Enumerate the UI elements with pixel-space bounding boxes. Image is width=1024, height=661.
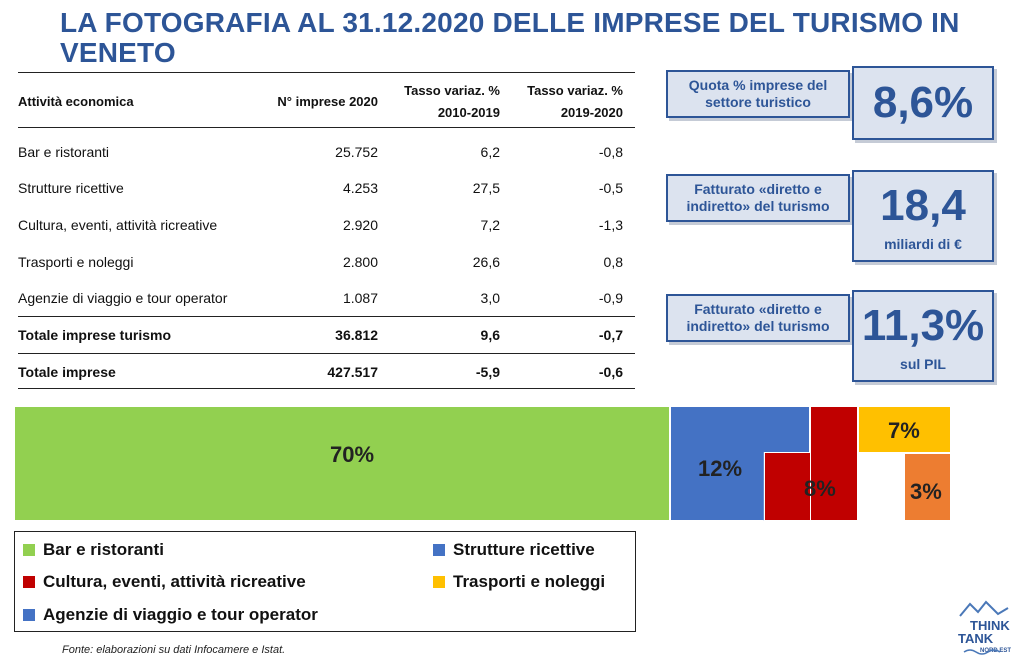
row-name: Bar e ristoranti — [18, 144, 110, 160]
legend-item: Trasporti e noleggi — [433, 572, 605, 592]
row-var1: 27,5 — [472, 180, 500, 196]
total-separator-line — [18, 353, 635, 354]
treemap-label: 8% — [804, 476, 836, 501]
header-var1-line2: 2010-2019 — [437, 105, 500, 120]
kpi-fatturato-label: Fatturato «diretto e indiretto» del turis… — [666, 174, 850, 222]
row-var1: 7,2 — [480, 217, 500, 233]
treemap-cell — [810, 406, 858, 521]
kpi-pil-value: 11,3% — [861, 301, 985, 350]
row-var2: 0,8 — [603, 254, 623, 270]
kpi-pil-value-box: 11,3% sul PIL — [852, 290, 994, 382]
row-count: 25.752 — [335, 144, 378, 160]
row-var2: -0,6 — [598, 364, 623, 380]
legend-swatch — [23, 544, 35, 556]
row-count: 36.812 — [335, 327, 378, 343]
treemap-legend: Bar e ristoranti Strutture ricettive Cul… — [14, 531, 636, 632]
table-top-line — [18, 72, 635, 73]
row-name: Totale imprese turismo — [18, 327, 172, 343]
kpi-pil-label: Fatturato «diretto e indiretto» del turis… — [666, 294, 850, 342]
legend-swatch — [433, 544, 445, 556]
row-count: 2.920 — [342, 217, 378, 233]
legend-swatch — [433, 576, 445, 588]
treemap-label: 12% — [698, 456, 743, 481]
kpi-quota-value-box: 8,6% — [852, 66, 994, 140]
treemap-chart: 70% 12% 8% 7% 3% — [14, 406, 951, 521]
header-imprese: N° imprese 2020 — [277, 94, 378, 109]
kpi-fatturato-value-box: 18,4 miliardi di € — [852, 170, 994, 262]
legend-label: Trasporti e noleggi — [453, 572, 606, 591]
row-var2: -0,7 — [598, 327, 623, 343]
row-var1: 3,0 — [480, 290, 500, 306]
row-var2: -0,9 — [598, 290, 623, 306]
row-name: Totale imprese — [18, 364, 116, 380]
kpi-fatturato-unit: miliardi di € — [884, 236, 962, 252]
kpi-label-line: settore turistico — [705, 94, 811, 110]
legend-item: Cultura, eventi, attività ricreative — [23, 572, 306, 592]
legend-item: Agenzie di viaggio e tour operator — [23, 605, 318, 625]
legend-item: Bar e ristoranti — [23, 540, 164, 560]
legend-label: Strutture ricettive — [453, 540, 595, 559]
kpi-quota-value: 8,6% — [872, 78, 974, 127]
treemap-cell — [904, 453, 951, 521]
row-name: Agenzie di viaggio e tour operator — [18, 290, 228, 306]
kpi-pil-unit: sul PIL — [900, 356, 946, 372]
kpi-label-line: indiretto» del turismo — [686, 318, 830, 334]
row-count: 1.087 — [342, 290, 378, 306]
legend-swatch — [23, 609, 35, 621]
header-var1-line1: Tasso variaz. % — [404, 83, 500, 98]
row-name: Strutture ricettive — [18, 180, 124, 196]
treemap-label: 70% — [330, 442, 375, 467]
kpi-label-line: Fatturato «diretto e — [694, 181, 822, 197]
row-var2: -0,8 — [598, 144, 623, 160]
kpi-label-line: indiretto» del turismo — [686, 198, 830, 214]
header-var2-line1: Tasso variaz. % — [527, 83, 623, 98]
kpi-label-line: Fatturato «diretto e — [694, 301, 822, 317]
imprese-table: Attività economica N° imprese 2020 Tasso… — [18, 72, 635, 392]
logo-text: TANK — [958, 631, 994, 646]
row-count: 4.253 — [342, 180, 378, 196]
header-attivita: Attività economica — [18, 94, 134, 109]
page-title: LA FOTOGRAFIA AL 31.12.2020 DELLE IMPRES… — [60, 7, 960, 68]
row-var2: -1,3 — [598, 217, 623, 233]
row-var1: -5,9 — [475, 364, 500, 380]
kpi-label-line: Quota % imprese del — [688, 77, 828, 93]
treemap-cell — [14, 406, 670, 521]
legend-swatch — [23, 576, 35, 588]
table-header-line — [18, 127, 635, 128]
table-bottom-line — [18, 388, 635, 389]
row-var1: 26,6 — [472, 254, 500, 270]
legend-label: Agenzie di viaggio e tour operator — [43, 605, 318, 624]
row-name: Trasporti e noleggi — [18, 254, 134, 270]
row-count: 2.800 — [342, 254, 378, 270]
treemap-cell — [858, 406, 951, 453]
treemap-label: 7% — [888, 418, 920, 443]
row-var2: -0,5 — [598, 180, 623, 196]
header-var2-line2: 2019-2020 — [560, 105, 623, 120]
row-name: Cultura, eventi, attività ricreative — [18, 217, 218, 233]
logo-text: THINK — [970, 618, 1010, 633]
source-note: Fonte: elaborazioni su dati Infocamere e… — [62, 644, 286, 656]
row-var1: 6,2 — [480, 144, 500, 160]
think-tank-logo: THINK TANK NORD EST — [958, 600, 1011, 655]
kpi-fatturato-value: 18,4 — [880, 181, 966, 230]
legend-item: Strutture ricettive — [433, 540, 595, 560]
kpi-quota-label: Quota % imprese del settore turistico — [666, 70, 850, 118]
row-count: 427.517 — [327, 364, 378, 380]
treemap-label: 3% — [910, 479, 942, 504]
legend-label: Cultura, eventi, attività ricreative — [43, 572, 306, 591]
total-separator-line — [18, 316, 635, 317]
legend-label: Bar e ristoranti — [43, 540, 164, 559]
logo-text: NORD EST — [980, 648, 1011, 654]
row-var1: 9,6 — [480, 327, 500, 343]
